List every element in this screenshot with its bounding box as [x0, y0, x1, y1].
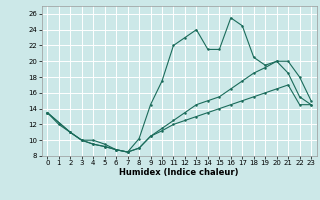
X-axis label: Humidex (Indice chaleur): Humidex (Indice chaleur) — [119, 168, 239, 177]
